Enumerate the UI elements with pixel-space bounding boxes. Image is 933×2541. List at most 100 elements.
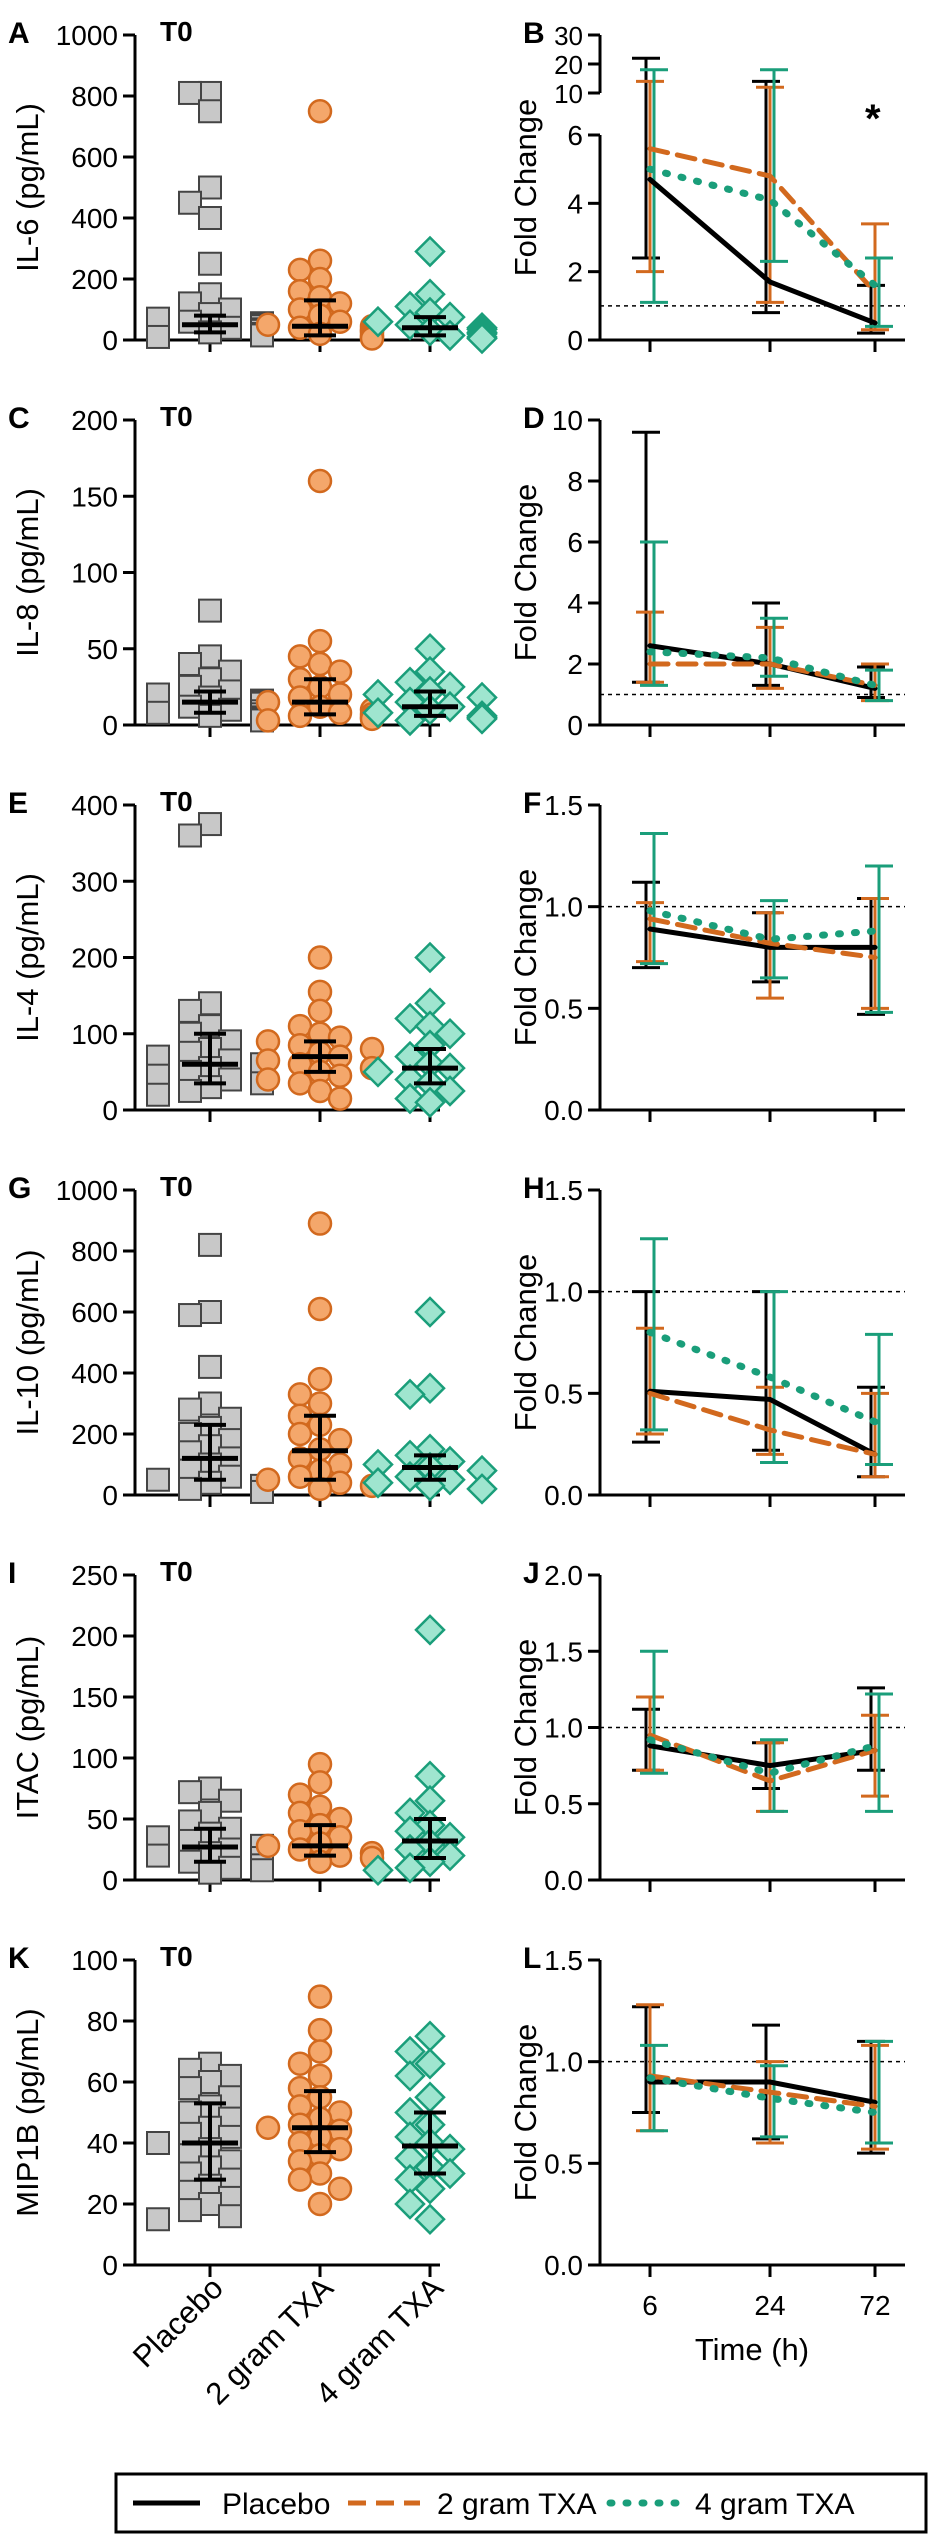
data-point [255, 2115, 281, 2140]
data-point [178, 652, 202, 676]
panel-E-y-tick-label: 400 [71, 790, 118, 821]
panel-I-y-tick-label: 250 [71, 1560, 118, 1591]
data-point [394, 1378, 426, 1411]
panel-J: J 0.0 0.5 1.0 1.5 2.0 Fold Change [508, 1557, 905, 1896]
timepoint-label: T0 [160, 1171, 193, 1202]
data-point [307, 2063, 333, 2089]
data-point [198, 175, 222, 200]
data-point [178, 80, 202, 105]
data-point [198, 812, 222, 837]
data-point [198, 1232, 222, 1257]
panel-L-y-label: Fold Change [508, 2024, 543, 2202]
panel-F: F 0.0 0.5 1.0 1.5 Fold Change [508, 787, 905, 1126]
data-point [307, 2039, 333, 2064]
panel-G-y-label: IL-10 (pg/mL) [10, 1249, 45, 1435]
panel-A-y-label: IL-6 (pg/mL) [10, 103, 45, 272]
data-point [198, 2070, 222, 2094]
panel-A-y-tick-label: 1000 [56, 20, 118, 51]
series-line-2-gram-txa [647, 1390, 878, 1457]
panel-H-y-tick-label: 1.0 [544, 1277, 583, 1308]
data-point [394, 1852, 426, 1884]
panel-I-y-tick-label: 0 [102, 1865, 118, 1896]
panel-J-y-tick-label: 0.5 [544, 1789, 583, 1820]
data-point [198, 1860, 222, 1885]
data-point [414, 1614, 446, 1646]
data-point [178, 998, 202, 1023]
panel-K-y-tick-label: 40 [87, 2128, 118, 2159]
data-point [146, 2131, 170, 2155]
panel-J-y-tick-label: 2.0 [544, 1560, 583, 1591]
data-point [178, 823, 202, 848]
series-line-placebo [647, 1388, 878, 1457]
panel-C-y-label: IL-8 (pg/mL) [10, 488, 45, 657]
timepoint-label: T0 [160, 786, 193, 817]
series-line-4-gram-txa [646, 1736, 879, 1777]
significance-marker: * [865, 97, 881, 141]
data-point [287, 1071, 313, 1096]
panel-I-y-tick-label: 100 [71, 1743, 118, 1774]
data-point [414, 1296, 446, 1328]
y-tick-label: 10 [554, 79, 583, 109]
y-label: Fold Change [508, 99, 543, 277]
panel-H-y-tick-label: 0.0 [544, 1480, 583, 1511]
data-point [198, 1800, 222, 1825]
panel-letter: K [8, 1942, 30, 1975]
data-point [307, 945, 333, 970]
data-point [198, 251, 222, 276]
panel-J-y-tick-label: 1.5 [544, 1636, 583, 1667]
data-point [327, 309, 353, 334]
series-line-2-gram-txa [647, 1732, 878, 1784]
data-point [307, 2017, 333, 2043]
panel-F-y-tick-label: 0.5 [544, 993, 583, 1024]
panel-G-y-tick-label: 0 [102, 1480, 118, 1511]
series-line-2-gram-txa [647, 146, 878, 295]
time-axis-label: Time (h) [695, 2332, 809, 2367]
data-point [307, 468, 333, 494]
panel-A-y-tick-label: 200 [71, 264, 118, 295]
panel-L-y-tick-label: 1.5 [544, 1945, 583, 1976]
data-point [307, 1296, 333, 1322]
panel-A-y-tick-label: 0 [102, 325, 118, 356]
data-point [434, 2157, 466, 2190]
data-point [414, 1086, 446, 1119]
timepoint-label: T0 [160, 16, 193, 47]
legend-label-2g: 2 gram TXA [437, 2488, 597, 2521]
panel-L-y-tick-label: 0.5 [544, 2148, 583, 2179]
data-point [414, 2203, 446, 2236]
data-point [287, 1421, 313, 1447]
data-point [218, 659, 242, 684]
data-point [327, 1427, 353, 1453]
time-tick-label: 6 [642, 2290, 658, 2321]
data-point [255, 1833, 281, 1859]
data-point [307, 2161, 333, 2186]
panel-letter: C [8, 402, 30, 435]
time-tick-label: 24 [754, 2290, 785, 2321]
data-point [307, 1078, 333, 1104]
series-line-2-gram-txa [647, 916, 878, 960]
data-point [178, 1078, 202, 1103]
y-tick-label: 6 [567, 120, 583, 151]
time-tick-label: 72 [859, 2290, 890, 2321]
panel-letter: F [523, 787, 541, 820]
data-point [414, 2047, 446, 2080]
panel-letter: I [8, 1557, 16, 1590]
panel-letter: B [523, 17, 545, 50]
data-point [307, 998, 333, 1024]
series-line-placebo [647, 926, 878, 950]
data-point [255, 312, 281, 337]
data-point [287, 1382, 313, 1407]
data-point [327, 2176, 353, 2201]
data-point [218, 315, 242, 340]
data-point [218, 2204, 242, 2229]
panel-E-y-tick-label: 200 [71, 943, 118, 974]
data-point [327, 2136, 353, 2162]
data-point [198, 598, 222, 623]
panel-I-y-tick-label: 50 [87, 1804, 118, 1835]
panel-D-y-tick-label: 10 [552, 405, 583, 436]
panel-D-y-tick-label: 6 [567, 527, 583, 558]
data-point [362, 1854, 394, 1887]
data-point [414, 235, 446, 268]
data-point [287, 2051, 313, 2076]
legend: Placebo 2 gram TXA 4 gram TXA [114, 2472, 928, 2534]
